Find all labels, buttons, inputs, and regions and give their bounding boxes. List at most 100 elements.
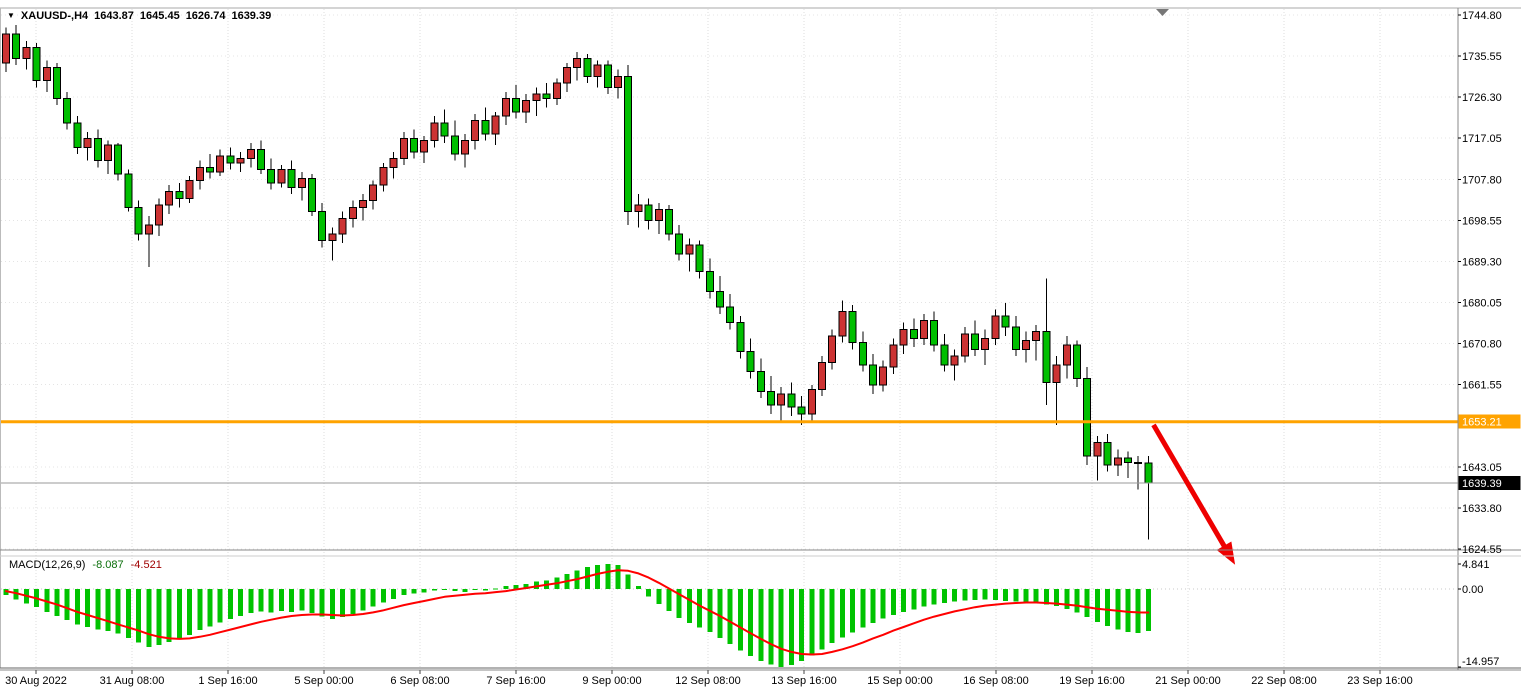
symbol-dropdown-icon[interactable]: ▼: [7, 11, 15, 20]
time-axis-label: 22 Sep 08:00: [1251, 675, 1316, 687]
macd-histogram-bar: [1003, 589, 1009, 601]
trend-arrow-shaft[interactable]: [1151, 423, 1230, 553]
candle-up: [807, 388, 816, 415]
time-axis-label: 31 Aug 08:00: [100, 675, 165, 687]
macd-histogram-bar: [1013, 589, 1019, 602]
macd-histogram-bar: [911, 589, 917, 610]
current-price-badge: [1458, 476, 1521, 491]
candle-down: [93, 137, 102, 162]
candle-down: [909, 328, 918, 339]
macd-histogram-bar: [442, 589, 448, 590]
macd-indicator-label: MACD(12,26,9) -8.087 -4.521: [9, 559, 162, 571]
macd-histogram-bar: [340, 589, 346, 618]
macd-histogram-bar: [972, 589, 978, 600]
candle-up: [838, 311, 847, 337]
time-axis-label: 23 Sep 16:00: [1347, 675, 1412, 687]
macd-histogram-bar: [44, 589, 50, 612]
macd-histogram-bar: [839, 589, 845, 638]
candle-up: [634, 204, 643, 213]
macd-histogram-bar: [258, 589, 264, 612]
time-axis-label: 7 Sep 16:00: [486, 675, 545, 687]
trend-arrow-head[interactable]: [1216, 541, 1236, 565]
time-axis-label: 16 Sep 08:00: [963, 675, 1028, 687]
time-axis-label: 13 Sep 16:00: [771, 675, 836, 687]
orange-price-badge-text: 1653.21: [1462, 417, 1502, 429]
candle-up: [195, 166, 204, 182]
macd-histogram-bar: [411, 589, 417, 594]
time-axis-label: 5 Sep 00:00: [294, 675, 353, 687]
candle-down: [603, 64, 612, 88]
macd-histogram-bar: [758, 589, 764, 661]
candle-up: [777, 393, 786, 406]
macd-histogram-bar: [533, 581, 539, 589]
time-axis-label: 6 Sep 08:00: [390, 675, 449, 687]
macd-histogram-bar: [697, 589, 703, 628]
candle-down: [124, 173, 133, 208]
macd-histogram-bar: [472, 589, 478, 591]
price-axis-label: 1726.30: [1462, 92, 1502, 104]
candle-up: [22, 46, 31, 60]
candle-down: [1103, 442, 1112, 466]
candle-up: [1022, 340, 1030, 350]
macd-histogram-bar: [513, 584, 519, 589]
chart-shift-marker[interactable]: [1156, 9, 1169, 16]
candle-down: [848, 311, 857, 344]
candle-up: [328, 233, 337, 242]
candle-down: [583, 58, 592, 77]
candle-down: [318, 211, 327, 242]
macd-signal-line: [5, 569, 1150, 656]
candle-down: [869, 364, 877, 386]
macd-histogram-bar: [431, 589, 437, 591]
macd-histogram-bar: [901, 589, 907, 612]
candle-down: [1001, 315, 1010, 328]
macd-histogram-bar: [54, 589, 60, 617]
macd-histogram-bar: [64, 589, 70, 621]
candle-up: [1032, 331, 1041, 342]
macd-histogram-bar: [391, 589, 397, 599]
macd-histogram-bar: [227, 589, 233, 620]
macd-histogram-bar: [646, 589, 652, 597]
macd-histogram-bar: [1023, 589, 1029, 603]
macd-histogram-bar: [676, 589, 682, 619]
close-value: 1639.39: [231, 10, 272, 22]
candle-down: [675, 233, 684, 255]
price-axis-label: 1643.05: [1462, 462, 1502, 474]
candle-down: [63, 97, 72, 124]
candle-up: [216, 155, 225, 173]
candle-up: [42, 66, 51, 82]
macd-histogram-bar: [421, 589, 427, 593]
candle-up: [1113, 457, 1122, 466]
macd-histogram-bar: [686, 589, 692, 623]
candle-down: [12, 33, 21, 60]
time-axis-label: 30 Aug 2022: [5, 675, 67, 687]
price-axis-label: 1633.80: [1462, 503, 1502, 515]
macd-histogram-bar: [360, 589, 366, 611]
candle-up: [104, 144, 112, 162]
time-axis-label: 12 Sep 08:00: [675, 675, 740, 687]
macd-histogram-bar: [768, 589, 774, 665]
macd-histogram-bar: [74, 589, 80, 625]
macd-histogram-bar: [982, 589, 988, 600]
macd-histogram-bar: [666, 589, 672, 611]
macd-histogram-bar: [85, 589, 91, 627]
time-axis-label: 1 Sep 16:00: [198, 675, 257, 687]
candle-down: [940, 344, 949, 366]
time-axis-label: 19 Sep 16:00: [1059, 675, 1124, 687]
candle-down: [1011, 326, 1020, 350]
macd-histogram-bar: [778, 589, 784, 667]
candle-down: [440, 122, 449, 137]
macd-histogram-bar: [207, 589, 213, 627]
candle-up: [920, 320, 928, 339]
candle-up: [185, 180, 194, 199]
macd-histogram-bar: [503, 585, 509, 589]
macd-histogram-bar: [370, 589, 376, 607]
candle-down: [1083, 377, 1092, 457]
macd-histogram-bar: [462, 589, 468, 593]
candle-up: [165, 191, 174, 206]
candle-up: [889, 344, 898, 368]
macd-histogram-bar: [809, 589, 815, 656]
candle-down: [746, 351, 755, 373]
candle-up: [614, 75, 622, 88]
